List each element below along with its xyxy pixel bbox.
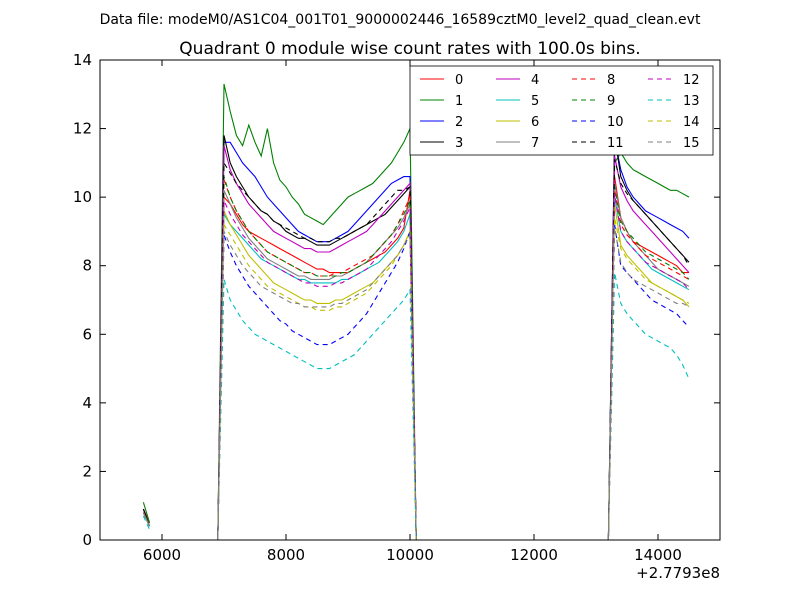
legend-label: 11 [607, 136, 624, 151]
legend-label: 4 [531, 73, 539, 88]
series-12-line-2 [607, 193, 690, 541]
series-5-line-2 [607, 197, 690, 541]
series-13 [142, 272, 690, 541]
legend-item-6: 6 [496, 115, 539, 130]
legend-label: 10 [607, 115, 624, 130]
series-10-line-1 [217, 231, 417, 541]
x-tick-label: 12000 [510, 546, 558, 564]
x-tick-label: 6000 [143, 546, 181, 564]
series-5-line-1 [217, 212, 417, 541]
series-2-line-2 [607, 138, 690, 541]
series-14-line-1 [217, 222, 417, 541]
series-15-line-1 [217, 231, 417, 541]
x-axis: 6000 8000 10000 12000 14000 [143, 60, 682, 564]
series-15 [142, 227, 690, 541]
series-7-line-2 [607, 183, 690, 541]
legend-label: 7 [531, 136, 539, 151]
chart-title: Quadrant 0 module wise count rates with … [179, 39, 640, 59]
legend-item-10: 10 [572, 115, 624, 130]
legend-item-11: 11 [572, 136, 624, 151]
y-tick-label: 6 [82, 325, 92, 343]
series-4-line-2 [607, 155, 690, 541]
legend-item-2: 2 [420, 115, 463, 130]
y-tick-label: 12 [73, 120, 92, 138]
series-15-line-2 [607, 227, 690, 541]
legend-item-4: 4 [496, 73, 539, 88]
legend-label: 15 [683, 136, 700, 151]
legend-item-1: 1 [420, 94, 463, 109]
y-tick-label: 2 [82, 462, 92, 480]
series-13-line-2 [607, 272, 690, 541]
x-offset-label: +2.7793e8 [636, 564, 720, 582]
legend-item-12: 12 [648, 73, 700, 88]
legend-label: 12 [683, 73, 700, 88]
legend-label: 1 [455, 94, 463, 109]
legend-box [409, 65, 714, 156]
legend-label: 9 [607, 94, 615, 109]
x-tick-label: 10000 [386, 546, 434, 564]
series-3-line-1 [217, 135, 417, 541]
legend-item-14: 14 [648, 115, 700, 130]
y-tick-label: 4 [82, 394, 92, 412]
series-9-line-1 [217, 176, 417, 541]
x-tick-label: 8000 [267, 546, 305, 564]
series-15-line-0 [142, 512, 151, 527]
legend-item-3: 3 [420, 136, 463, 151]
suptitle: Data file: modeM0/AS1C04_001T01_90000024… [100, 12, 701, 28]
series-12-line-1 [217, 200, 417, 541]
series-1-line-1 [217, 83, 417, 541]
y-tick-label: 14 [73, 51, 92, 69]
series-4-line-1 [217, 145, 417, 541]
y-tick-label: 0 [82, 531, 92, 549]
legend-label: 8 [607, 73, 615, 88]
series-14-line-2 [607, 217, 690, 541]
legend-label: 2 [455, 115, 463, 130]
legend-item-13: 13 [648, 94, 700, 109]
series-13-line-1 [217, 279, 417, 541]
legend-item-15: 15 [648, 136, 700, 151]
series-8-line-2 [607, 190, 690, 541]
series-9-line-2 [607, 186, 690, 541]
legend-item-0: 0 [420, 73, 463, 88]
y-tick-label: 10 [73, 188, 92, 206]
legend-label: 0 [455, 73, 463, 88]
series-1-line-0 [142, 502, 151, 524]
y-tick-label: 8 [82, 257, 92, 275]
series-13-line-0 [142, 515, 151, 530]
legend-label: 3 [455, 136, 463, 151]
legend-label: 13 [683, 94, 700, 109]
series-2-line-1 [217, 141, 417, 541]
legend-label: 5 [531, 94, 539, 109]
legend-item-5: 5 [496, 94, 539, 109]
legend-item-8: 8 [572, 73, 615, 88]
series-layer [142, 83, 690, 541]
legend-label: 14 [683, 115, 700, 130]
legend-item-9: 9 [572, 94, 615, 109]
series-10-line-2 [607, 224, 690, 541]
x-tick-label: 14000 [634, 546, 682, 564]
legend-item-7: 7 [496, 136, 539, 151]
legend-label: 6 [531, 115, 539, 130]
series-11-line-2 [607, 159, 690, 541]
series-0-line-1 [217, 190, 417, 541]
